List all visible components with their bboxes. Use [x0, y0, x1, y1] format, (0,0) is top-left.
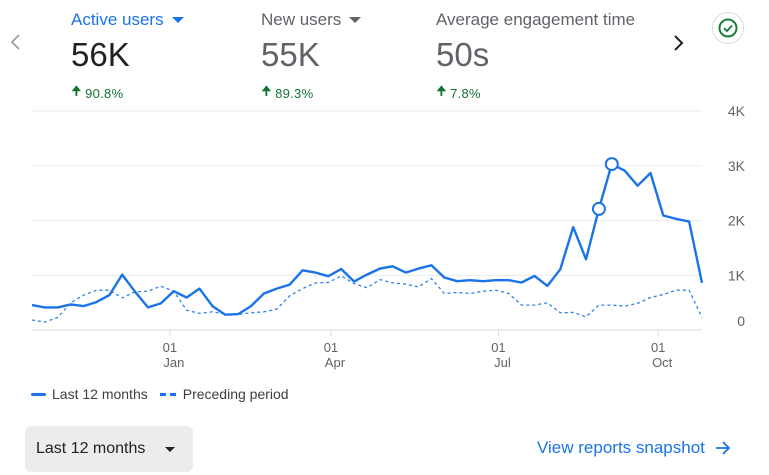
arrow-up-icon: 🠉 [436, 83, 448, 98]
date-range-dropdown[interactable]: Last 12 months [25, 426, 193, 472]
y-tick-label: 4K [728, 103, 746, 119]
metric-delta: 🠉 7.8% [436, 82, 635, 104]
arrow-up-icon: 🠉 [71, 83, 83, 98]
x-tick-month: Oct [652, 355, 673, 370]
metric-label: Average engagement time [436, 10, 636, 29]
metric-value: 55K [261, 36, 320, 73]
legend-item-preceding-period: Preceding period [182, 386, 289, 402]
metric-delta: 🠉 89.3% [261, 82, 361, 104]
series-line-last-12-months [31, 162, 704, 316]
chevron-right-icon [674, 35, 684, 51]
next-metrics-button[interactable] [672, 33, 686, 58]
caret-down-icon [165, 446, 176, 452]
chart-legend: Last 12 months Preceding period [31, 386, 289, 402]
metric-value: 56K [71, 36, 130, 73]
x-tick-day: 01 [163, 340, 177, 355]
x-tick-month: Apr [325, 355, 346, 370]
y-tick-label: 0 [737, 313, 745, 329]
x-tick-month: Jul [494, 355, 511, 370]
prev-metrics-button[interactable] [8, 32, 24, 57]
metric-label: New users [261, 10, 362, 30]
check-circle-icon [718, 18, 738, 38]
x-tick-month: Jan [163, 355, 184, 370]
status-check-button[interactable] [712, 12, 744, 44]
arrow-up-icon: 🠉 [261, 83, 273, 98]
caret-down-icon [349, 17, 362, 23]
legend-dashed-swatch [159, 392, 177, 396]
metric-tab-avg-engagement[interactable]: Average engagement time 50s 🠉 7.8% [436, 10, 635, 104]
legend-item-last-12-months: Last 12 months [52, 386, 148, 402]
metric-value: 50s [436, 36, 490, 73]
arrow-right-icon [715, 441, 731, 455]
y-tick-label: 1K [728, 267, 746, 283]
metric-label: Active users [71, 10, 184, 30]
view-reports-snapshot-link[interactable]: View reports snapshot [537, 438, 731, 458]
data-point-marker [591, 201, 606, 216]
x-tick-day: 01 [651, 340, 665, 355]
x-tick-day: 01 [324, 340, 338, 355]
series-line-preceding-period [31, 275, 703, 323]
metric-delta: 🠉 90.8% [71, 82, 184, 104]
legend-solid-swatch [31, 392, 46, 396]
caret-down-icon [171, 17, 184, 23]
y-tick-label: 2K [728, 213, 746, 229]
y-tick-label: 3K [728, 158, 746, 174]
data-point-marker [604, 157, 619, 172]
chevron-left-icon [10, 34, 20, 50]
metric-tab-new-users[interactable]: New users 55K 🠉 89.3% [261, 10, 362, 104]
x-tick-day: 01 [491, 340, 505, 355]
metric-tab-active-users[interactable]: Active users 56K 🠉 90.8% [71, 10, 184, 104]
